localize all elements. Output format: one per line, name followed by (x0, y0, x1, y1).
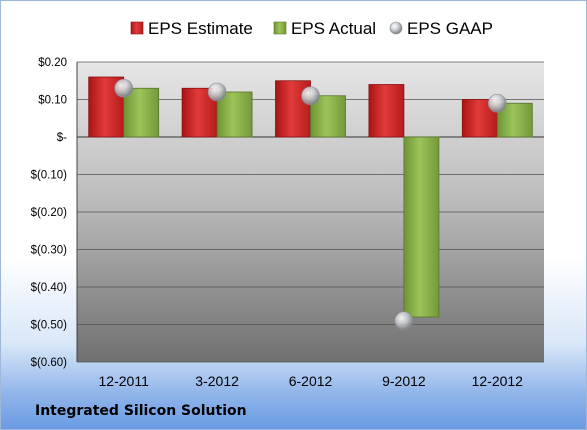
bar-eps-actual (403, 136, 440, 318)
bar-eps-actual (310, 95, 346, 138)
legend-label: EPS Actual (291, 19, 376, 38)
bar-eps-actual (123, 87, 160, 138)
y-tick-label: $(0.60) (31, 357, 68, 369)
y-tick-label: $(0.40) (31, 282, 68, 294)
y-tick-label: $(0.30) (31, 245, 68, 257)
y-tick-label: $0.10 (38, 95, 67, 107)
legend-swatch-eps-actual (273, 21, 287, 35)
x-tick-label: 12-2011 (99, 373, 150, 389)
bar-eps-estimate (368, 84, 405, 138)
gaap-markers (114, 78, 507, 331)
gaap-marker (114, 78, 133, 98)
gaap-marker (394, 311, 414, 331)
y-tick-label: $(0.50) (31, 320, 68, 332)
legend-swatch-eps-estimate (130, 21, 144, 35)
legend-label: EPS Estimate (148, 19, 253, 38)
bar-eps-actual (216, 91, 253, 138)
legend-label: EPS GAAP (407, 19, 493, 38)
y-tick-label: $- (57, 132, 67, 144)
legend: EPS Estimate EPS Actual EPS GAAP (130, 19, 493, 38)
x-tick-label: 3-2012 (195, 373, 239, 389)
x-tick-label: 9-2012 (382, 373, 426, 389)
bars (88, 76, 533, 318)
gaap-marker (207, 82, 227, 102)
y-tick-label: $0.20 (38, 57, 67, 69)
x-tick-label: 6-2012 (289, 373, 333, 389)
y-tick-label: $(0.10) (31, 170, 68, 182)
y-axis-ticks: $0.20 $0.10 $- $(0.10) $(0.20) $(0.30) $(0.40)… (31, 57, 68, 369)
x-tick-label: 12-2012 (472, 373, 524, 389)
y-tick-label: $(0.20) (31, 207, 68, 219)
legend-swatch-eps-gaap (389, 21, 403, 35)
gaap-marker (487, 93, 507, 113)
gaap-marker (301, 86, 320, 106)
company-name: Integrated Silicon Solution (35, 403, 247, 419)
x-axis-ticks: 12-2011 3-2012 6-2012 9-2012 12-2012 (99, 373, 524, 389)
